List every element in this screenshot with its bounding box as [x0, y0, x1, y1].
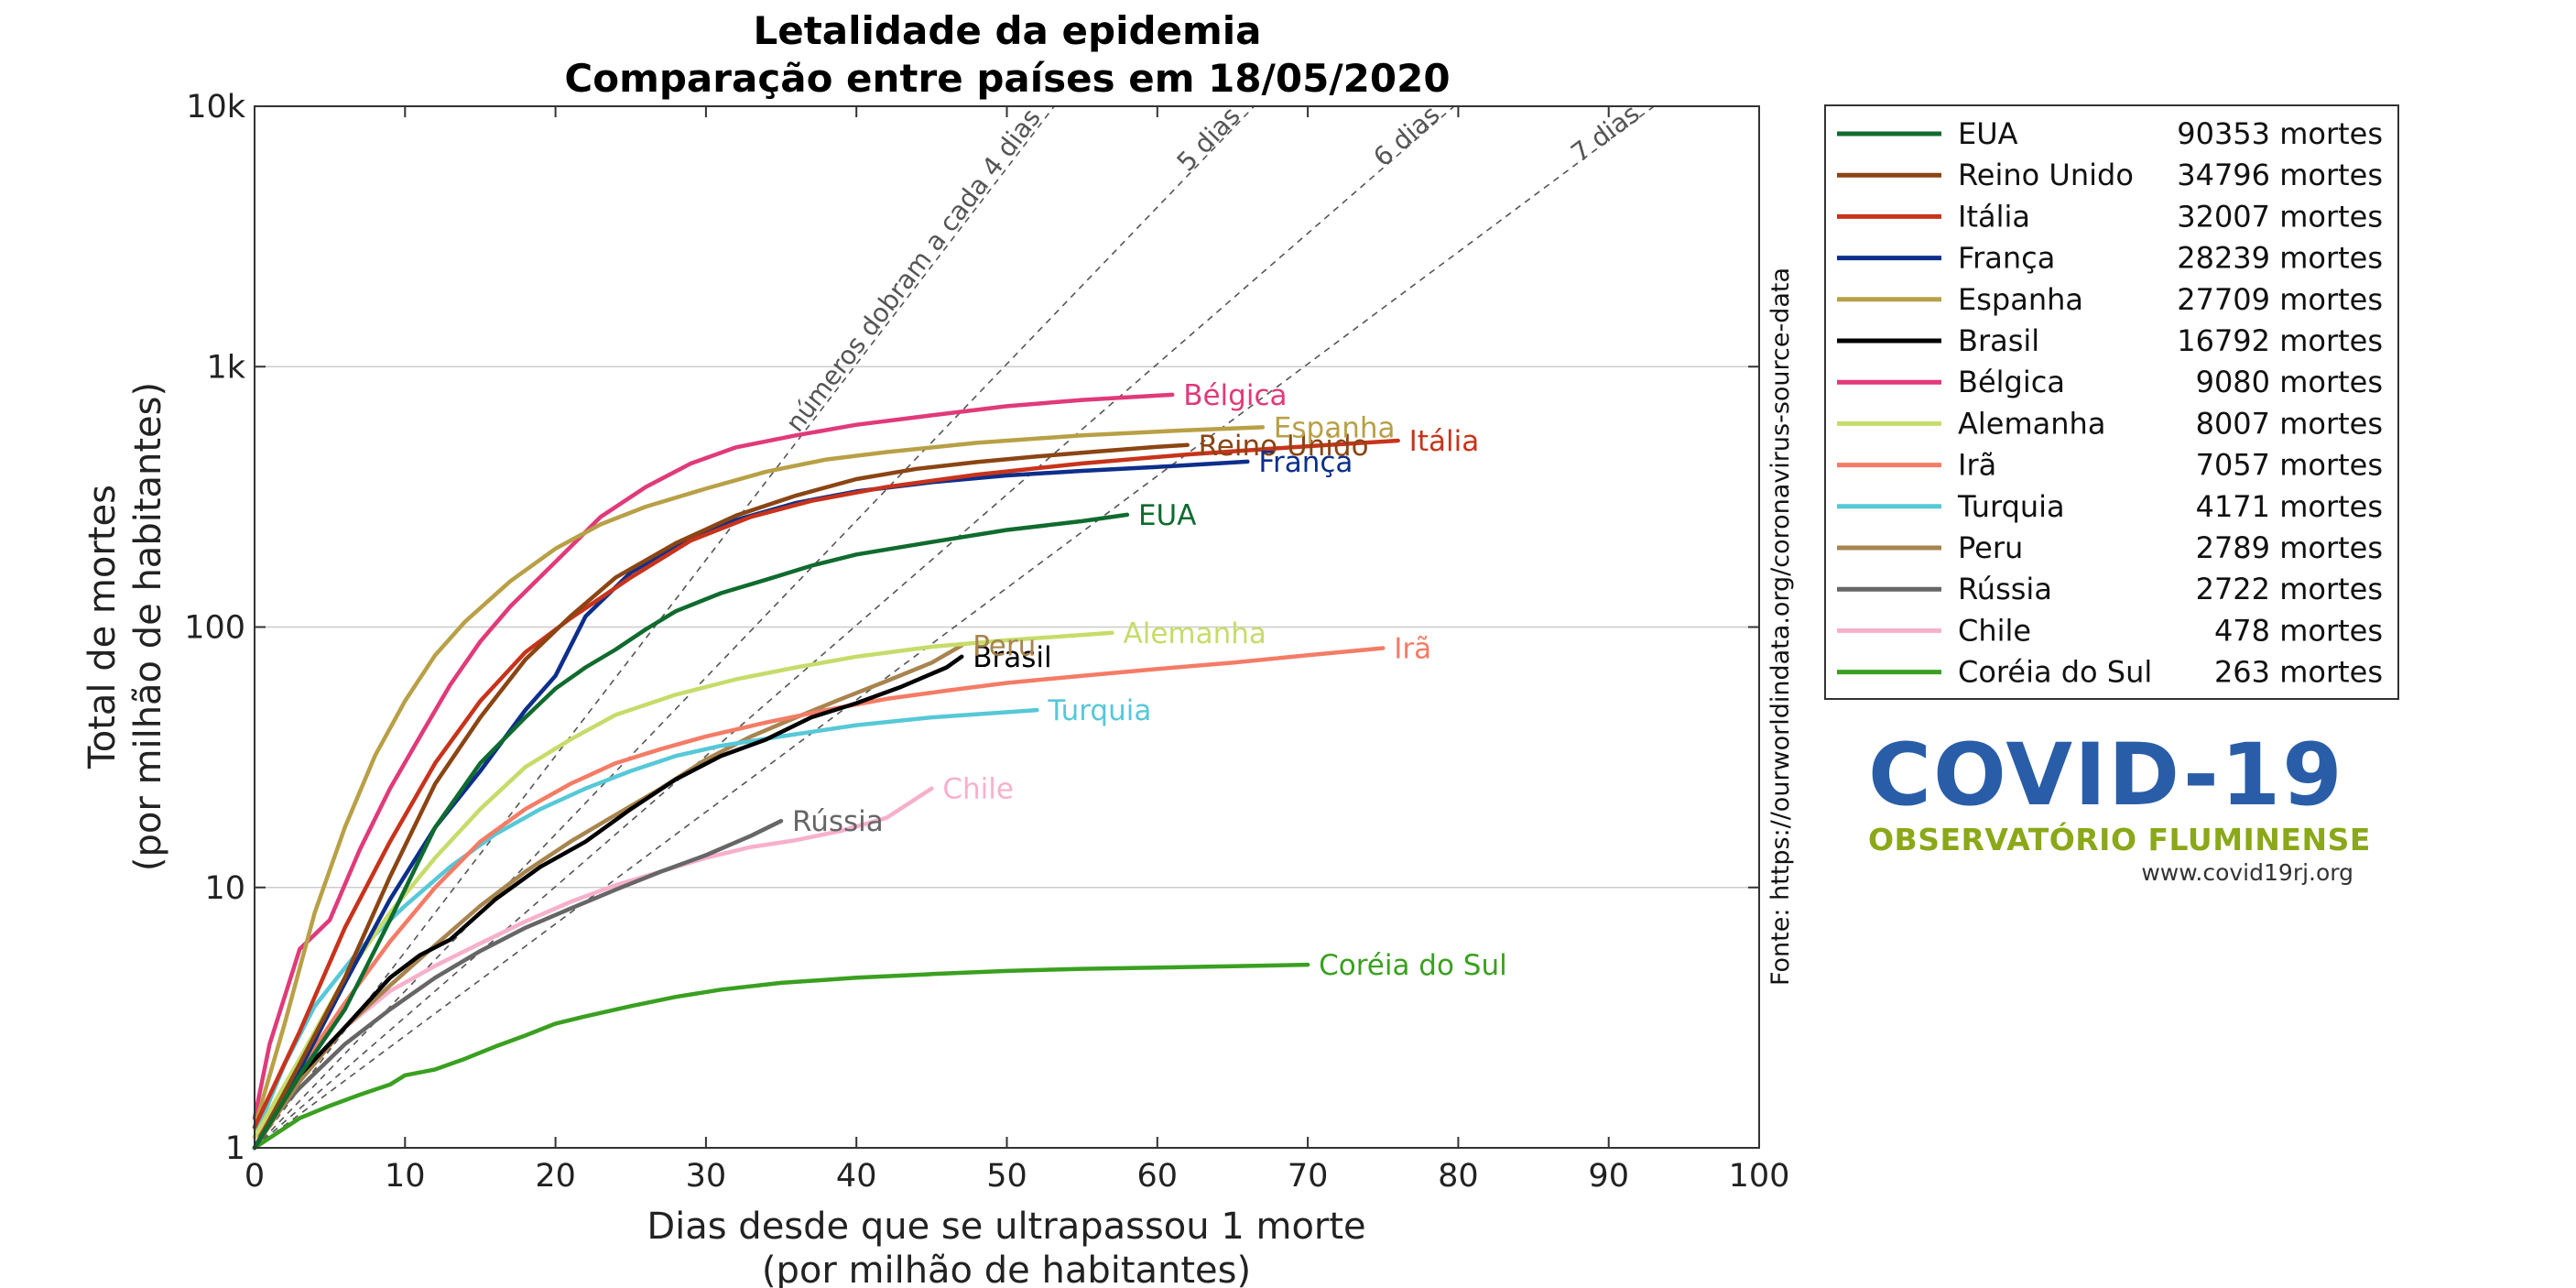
legend-country: Alemanha — [1958, 406, 2105, 441]
doubling-line-label: números dobram a cada 4 dias — [779, 103, 1046, 437]
y-tick-label: 10 — [204, 870, 245, 907]
doubling-line-4-dias — [254, 105, 1055, 1149]
x-tick-label: 20 — [535, 1158, 576, 1195]
x-tick-label: 50 — [986, 1158, 1027, 1195]
x-axis-ticks: 0 10 20 30 40 50 60 70 80 90 100 — [245, 106, 1790, 1195]
logo-subtitle: OBSERVATÓRIO FLUMINENSE — [1868, 822, 2371, 857]
x-tick-label: 0 — [245, 1158, 265, 1195]
logo-title: COVID-19 — [1868, 726, 2344, 825]
x-tick-label: 100 — [1729, 1158, 1790, 1195]
series-line-it-lia — [252, 438, 1400, 1130]
x-tick-label: 90 — [1588, 1158, 1629, 1195]
series-end-label: Coréia do Sul — [1319, 949, 1507, 982]
x-tick-label: 70 — [1288, 1158, 1329, 1195]
series-end-label: Espanha — [1274, 411, 1396, 444]
series-end-label: Turquia — [1047, 694, 1151, 727]
series-end-label: França — [1258, 446, 1353, 479]
doubling-line-label: 7 dias — [1565, 98, 1645, 169]
series-line-r-ssia — [252, 818, 784, 1140]
x-tick-label: 40 — [836, 1158, 877, 1195]
legend-country: Rússia — [1958, 572, 2052, 606]
y-tick-label: 1 — [225, 1130, 245, 1167]
legend-deaths: 34796 mortes — [2177, 158, 2383, 192]
series-end-label: Itália — [1409, 425, 1480, 458]
series-line-peru — [252, 643, 964, 1151]
legend-deaths: 8007 mortes — [2196, 406, 2383, 441]
series-end-label: Irã — [1394, 633, 1431, 666]
y-tick-label: 10k — [186, 89, 246, 126]
legend-country: Turquia — [1957, 489, 2065, 524]
doubling-line-label: 5 dias — [1171, 101, 1246, 177]
series-line-turquia — [252, 707, 1039, 1140]
legend-country: Coréia do Sul — [1958, 655, 2152, 690]
series-end-label: Chile — [942, 773, 1014, 806]
series-line-reino-unido — [252, 442, 1190, 1151]
series-line-brasil — [252, 654, 964, 1151]
y-axis-label: Total de mortes — [82, 485, 124, 770]
series-line-cor-ia-do-sul — [252, 962, 1310, 1151]
series-end-label: Alemanha — [1124, 617, 1266, 650]
legend-deaths: 9080 mortes — [2196, 365, 2383, 399]
legend-box — [1824, 104, 2399, 700]
legend-country: Bélgica — [1958, 365, 2065, 399]
series-line-alemanha — [252, 630, 1114, 1140]
legend-deaths: 27709 mortes — [2177, 282, 2383, 317]
source-note: Fonte: https://ourworldindata.org/corona… — [1766, 267, 1795, 986]
logo-url: www.covid19rj.org — [2141, 859, 2353, 886]
x-tick-label: 30 — [686, 1158, 727, 1195]
x-tick-label: 10 — [385, 1158, 426, 1195]
series-end-label: EUA — [1138, 499, 1196, 532]
chart-title: Letalidade da epidemia — [753, 8, 1261, 53]
legend-country: Reino Unido — [1958, 158, 2134, 192]
legend-country: EUA — [1958, 116, 2018, 151]
legend-deaths: 478 mortes — [2214, 613, 2383, 648]
x-tick-label: 80 — [1438, 1158, 1479, 1195]
x-axis-label: Dias desde que se ultrapassou 1 morte — [647, 1206, 1365, 1248]
series-end-label: Reino Unido — [1199, 430, 1369, 463]
y-tick-label: 1k — [206, 349, 245, 386]
covid-observatory-logo: COVID-19 OBSERVATÓRIO FLUMINENSE www.cov… — [1868, 733, 2381, 898]
doubling-line-label: 6 dias — [1367, 99, 1445, 172]
legend-deaths: 2789 mortes — [2196, 530, 2383, 565]
series-end-label: Rússia — [792, 805, 884, 838]
series-line-b-lgica — [252, 392, 1175, 1120]
legend-deaths: 7057 mortes — [2196, 448, 2383, 483]
series-line-espanha — [252, 425, 1266, 1130]
doubling-line-6-dias — [254, 105, 1455, 1149]
series-end-label: Bélgica — [1183, 379, 1287, 412]
series-line-ir- — [252, 646, 1386, 1140]
legend-deaths: 28239 mortes — [2177, 241, 2383, 276]
legend-country: Espanha — [1958, 282, 2083, 317]
legend-country: Brasil — [1958, 323, 2039, 358]
y-axis-ticks: 1 10 100 1k 10k — [184, 89, 1759, 1167]
legend-country: Irã — [1958, 448, 1996, 483]
legend-deaths: 4171 mortes — [2196, 489, 2383, 524]
x-tick-label: 60 — [1137, 1158, 1179, 1195]
series-line-fran-a — [252, 459, 1250, 1151]
chart-subtitle: Comparação entre países em 18/05/2020 — [564, 56, 1450, 101]
legend-country: Chile — [1958, 613, 2031, 648]
series-end-label: Brasil — [973, 641, 1051, 674]
legend-deaths: 16792 mortes — [2177, 323, 2383, 358]
series-line-eua — [252, 512, 1130, 1151]
y-tick-label: 100 — [184, 610, 245, 647]
legend-deaths: 32007 mortes — [2177, 199, 2383, 234]
x-axis-label-unit: (por milhão de habitantes) — [762, 1250, 1251, 1288]
legend-deaths: 263 mortes — [2214, 655, 2383, 690]
legend-deaths: 90353 mortes — [2177, 116, 2383, 151]
doubling-line-7-dias — [254, 105, 1655, 1149]
legend-country: Peru — [1958, 530, 2023, 565]
legend-country: Itália — [1958, 199, 2030, 234]
y-axis-label-unit: (por milhão de habitantes) — [127, 382, 169, 871]
legend-deaths: 2722 mortes — [2196, 572, 2383, 606]
legend: EUA 90353 mortes Reino Unido 34796 mortes It… — [1837, 116, 2383, 690]
series-lines — [252, 392, 1400, 1151]
series-end-label: Peru — [973, 630, 1036, 663]
legend-country: França — [1958, 241, 2055, 276]
